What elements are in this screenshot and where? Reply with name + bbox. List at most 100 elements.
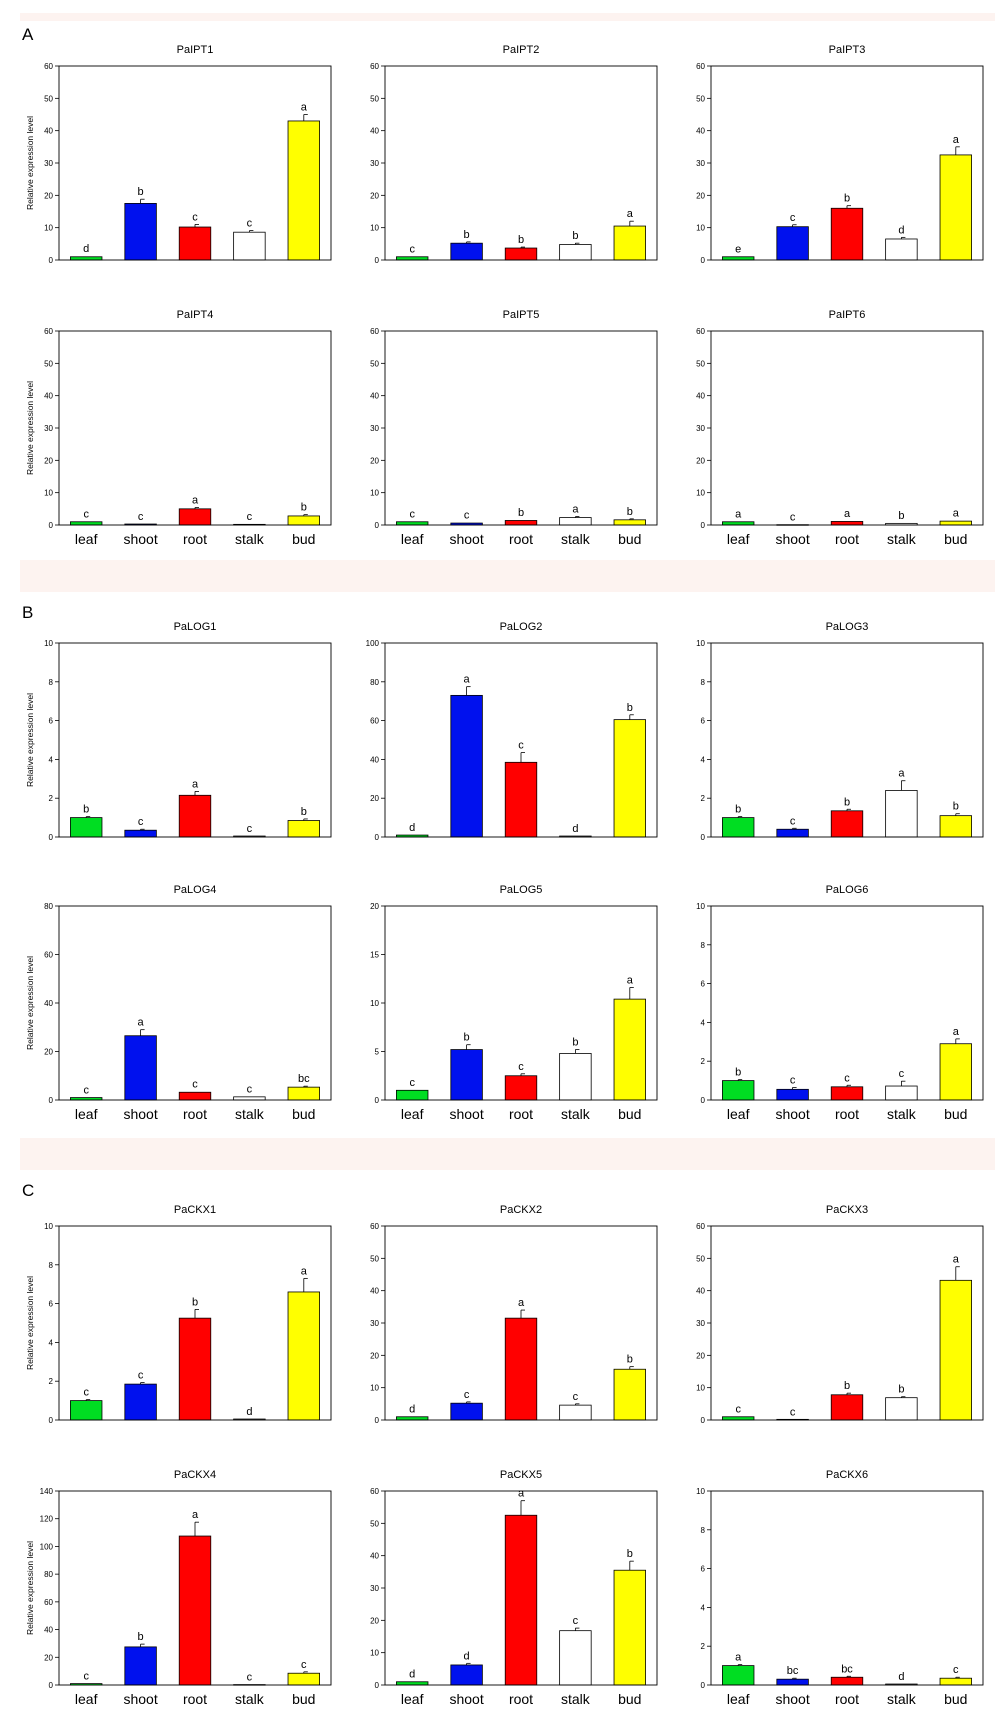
y-tick-label: 60 — [370, 327, 379, 336]
y-tick-label: 20 — [370, 456, 379, 465]
y-tick-label: 60 — [370, 1487, 379, 1496]
bar-bud — [613, 1368, 646, 1421]
significance-letter: b — [518, 507, 524, 519]
bar-root — [830, 1394, 864, 1421]
chart-title: PaIPT6 — [829, 309, 866, 321]
bar-stalk — [885, 1085, 918, 1101]
significance-letter: bc — [298, 1073, 310, 1085]
y-tick-label: 2 — [49, 794, 54, 803]
x-tick-label: shoot — [775, 1691, 809, 1707]
bar-leaf — [396, 1681, 429, 1686]
x-tick-label: shoot — [449, 1691, 483, 1707]
y-tick-label: 0 — [375, 1681, 380, 1690]
y-tick-label: 30 — [44, 159, 53, 168]
significance-letter: b — [844, 193, 850, 205]
chart-packx2: PaCKX2 0 10 20 30 40 50 60 d c a c b — [370, 1204, 658, 1425]
significance-letter: d — [464, 1650, 470, 1662]
significance-letter: c — [192, 211, 198, 223]
y-tick-label: 30 — [696, 1319, 705, 1328]
chart-title: PaIPT1 — [177, 44, 214, 56]
bar-leaf — [70, 1400, 103, 1421]
plot-frame — [710, 65, 984, 261]
significance-letter: b — [627, 1548, 633, 1560]
y-tick-label: 40 — [370, 755, 379, 764]
chart-paipt5: PaIPT5 0 10 20 30 40 50 60 c leaf c shoot b root a stal… — [370, 309, 658, 547]
significance-letter: a — [572, 504, 579, 516]
plot-frame — [384, 1225, 658, 1421]
significance-letter: c — [247, 1672, 253, 1684]
bar-leaf — [396, 256, 429, 261]
chart-paipt2: PaIPT2 0 10 20 30 40 50 60 c b b b a — [370, 44, 658, 265]
x-tick-label: root — [835, 531, 859, 547]
chart-palog5: PaLOG5 0 5 10 15 20 c leaf b shoot c root b stalk a bud — [370, 884, 658, 1122]
y-tick-label: 30 — [370, 424, 379, 433]
significance-letter: c — [247, 823, 253, 835]
plot-frame — [384, 1490, 658, 1686]
bar-bud — [939, 1677, 972, 1686]
bar-root — [178, 1535, 212, 1686]
chart-paipt4: PaIPT4 Relative expression level 0 10 20 30 40… — [25, 309, 332, 547]
bar-root — [178, 1317, 212, 1421]
y-tick-label: 20 — [370, 1351, 379, 1360]
bar-shoot — [124, 1646, 157, 1686]
significance-letter: a — [301, 102, 308, 114]
chart-title: PaIPT5 — [503, 309, 540, 321]
significance-letter: a — [898, 768, 905, 780]
chart-palog6: PaLOG6 0 2 4 6 8 10 b leaf c shoot c root c stalk a bud — [696, 884, 984, 1122]
x-tick-label: stalk — [561, 1106, 591, 1122]
y-tick-label: 2 — [701, 1057, 706, 1066]
panel-letter-b: B — [22, 603, 33, 622]
bar-root — [178, 508, 212, 526]
y-tick-label: 0 — [375, 1096, 380, 1105]
significance-letter: c — [247, 1083, 253, 1095]
significance-letter: b — [898, 1384, 904, 1396]
x-tick-label: leaf — [727, 1691, 750, 1707]
bar-stalk — [885, 238, 918, 261]
significance-letter: c — [83, 1084, 89, 1096]
bar-bud — [613, 719, 646, 838]
significance-letter: a — [627, 974, 634, 986]
y-tick-label: 60 — [696, 62, 705, 71]
bar-shoot — [450, 694, 483, 838]
y-tick-label: 0 — [49, 1681, 54, 1690]
bar-root — [830, 521, 864, 526]
x-tick-label: leaf — [401, 1691, 424, 1707]
y-tick-label: 0 — [375, 256, 380, 265]
significance-letter: a — [953, 1254, 960, 1266]
y-tick-label: 50 — [696, 359, 705, 368]
bar-root — [504, 761, 538, 838]
bar-shoot — [776, 226, 809, 261]
bar-root — [504, 1075, 538, 1101]
chart-packx5: PaCKX5 0 10 20 30 40 50 60 d leaf d shoot a root c stal… — [370, 1469, 658, 1707]
bar-shoot — [776, 1678, 809, 1686]
significance-letter: c — [899, 1068, 905, 1080]
plot-frame — [384, 330, 658, 526]
significance-letter: b — [844, 796, 850, 808]
significance-letter: c — [573, 1615, 579, 1627]
significance-letter: c — [735, 1403, 741, 1415]
x-tick-label: shoot — [449, 1106, 483, 1122]
y-tick-label: 2 — [49, 1377, 54, 1386]
chart-paipt1: PaIPT1 Relative expression level 0 10 20 30 40… — [25, 44, 332, 265]
y-tick-label: 40 — [696, 1287, 705, 1296]
y-tick-label: 20 — [370, 794, 379, 803]
band-ab — [20, 560, 995, 592]
bar-leaf — [396, 1089, 429, 1101]
y-tick-label: 40 — [44, 392, 53, 401]
x-tick-label: stalk — [561, 531, 591, 547]
significance-letter: a — [518, 1297, 525, 1309]
bar-shoot — [450, 1664, 483, 1686]
significance-letter: a — [192, 495, 199, 507]
y-tick-label: 60 — [370, 1222, 379, 1231]
significance-letter: b — [301, 806, 307, 818]
y-tick-label: 50 — [44, 94, 53, 103]
bar-root — [504, 520, 538, 526]
y-tick-label: 20 — [696, 456, 705, 465]
y-tick-label: 4 — [701, 1603, 706, 1612]
y-tick-label: 20 — [44, 1653, 53, 1662]
y-tick-label: 10 — [370, 1384, 379, 1393]
y-tick-label: 20 — [44, 456, 53, 465]
significance-letter: c — [409, 243, 415, 255]
x-tick-label: root — [509, 1691, 533, 1707]
